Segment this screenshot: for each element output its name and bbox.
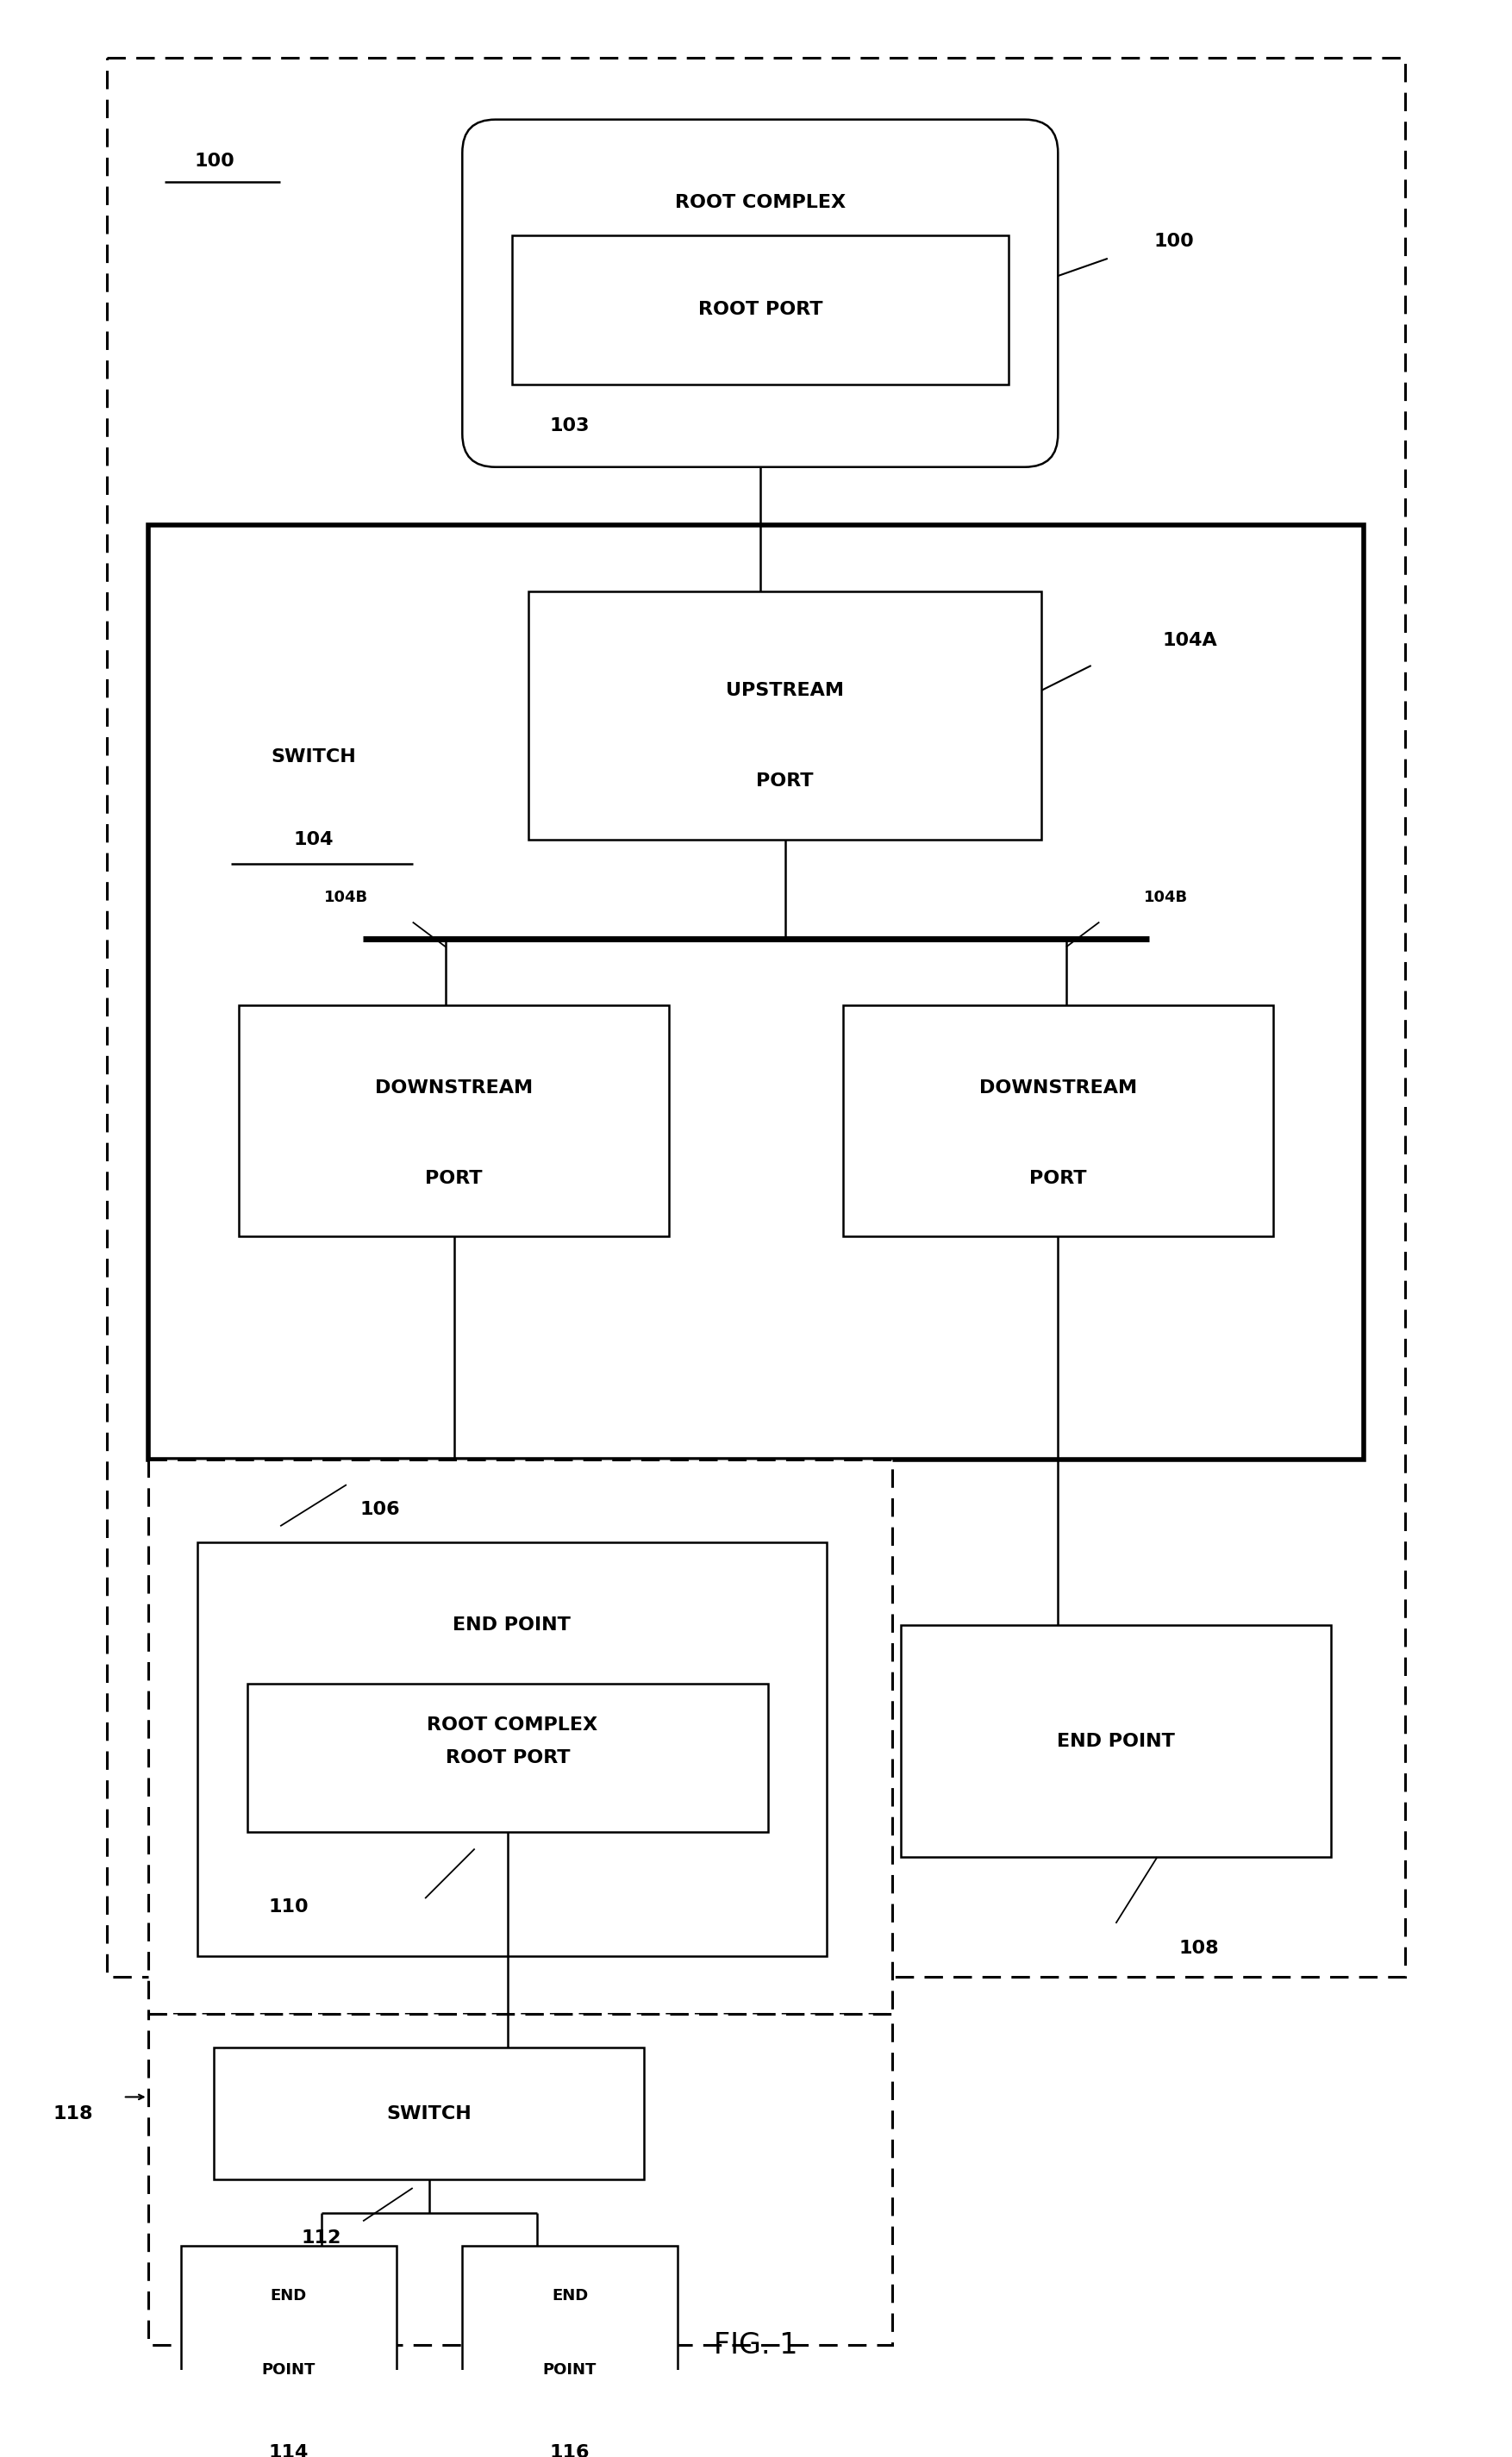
Text: 114: 114 [269,2445,308,2457]
Bar [198,1543,827,1956]
Text: ROOT COMPLEX: ROOT COMPLEX [426,1715,597,1732]
Text: 104: 104 [293,830,334,848]
Text: UPSTREAM: UPSTREAM [726,681,844,700]
Text: 100: 100 [1154,233,1194,251]
Bar [513,236,1009,383]
Text: END POINT: END POINT [454,1617,572,1634]
FancyBboxPatch shape [463,120,1058,467]
Text: ROOT PORT: ROOT PORT [699,302,823,319]
Text: DOWNSTREAM: DOWNSTREAM [375,1079,532,1096]
Text: END POINT: END POINT [1057,1732,1175,1749]
Text: 104B: 104B [1143,889,1187,904]
Text: SWITCH: SWITCH [387,2106,472,2123]
Bar [148,2015,892,2344]
Text: END: END [271,2287,307,2302]
Text: END: END [552,2287,588,2302]
Text: POINT: POINT [543,2361,597,2378]
Text: FIG. 1: FIG. 1 [714,2332,798,2359]
Text: ROOT PORT: ROOT PORT [446,1749,570,1767]
Bar [106,57,1406,1978]
Text: DOWNSTREAM: DOWNSTREAM [980,1079,1137,1096]
Bar [239,1005,670,1236]
Text: 104A: 104A [1163,631,1217,649]
Text: POINT: POINT [262,2361,316,2378]
Bar [148,526,1364,1459]
Text: 110: 110 [269,1899,308,1916]
Text: 104B: 104B [325,889,369,904]
Text: 103: 103 [550,418,590,435]
Bar [246,1683,768,1833]
Text: PORT: PORT [1030,1170,1087,1187]
Text: 116: 116 [550,2445,590,2457]
Text: 118: 118 [53,2106,94,2123]
Text: ROOT COMPLEX: ROOT COMPLEX [674,194,845,211]
Text: 100: 100 [194,152,234,170]
Text: PORT: PORT [756,774,813,791]
Bar [529,592,1042,840]
Text: 106: 106 [360,1501,399,1518]
Bar [901,1627,1331,1857]
Bar [148,1459,892,2015]
Text: PORT: PORT [425,1170,482,1187]
Text: 112: 112 [302,2228,342,2246]
Text: 108: 108 [1178,1939,1219,1956]
Bar [463,2246,677,2410]
Bar [842,1005,1273,1236]
Bar [181,2246,396,2410]
Text: SWITCH: SWITCH [271,747,355,764]
Bar [215,2047,644,2179]
